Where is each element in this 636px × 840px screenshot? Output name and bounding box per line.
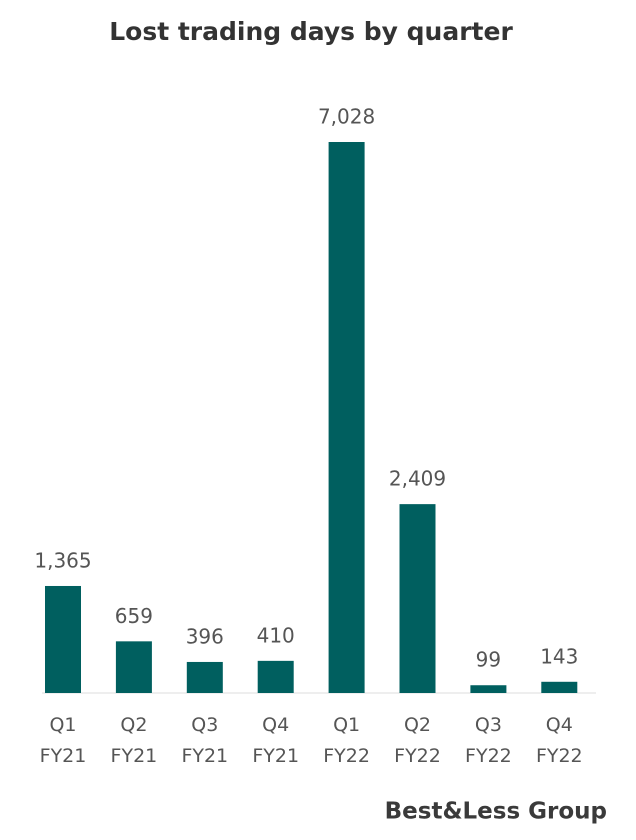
value-label: 659: [115, 604, 153, 628]
bar: [541, 681, 578, 693]
value-label: 396: [186, 624, 224, 648]
value-label: 1,365: [34, 548, 91, 572]
x-tick-label: Q4 FY22: [535, 714, 583, 767]
bar: [399, 504, 436, 693]
x-tick-label: Q2 FY21: [110, 714, 158, 767]
bar: [328, 142, 365, 693]
value-label: 410: [257, 623, 295, 647]
x-tick-label: Q3 FY21: [181, 714, 229, 767]
x-tick-label: Q1 FY22: [323, 714, 370, 767]
value-label: 7,028: [318, 105, 375, 129]
source-logo: Best&Less Group: [385, 799, 607, 825]
value-label: 2,409: [389, 467, 446, 491]
bar: [45, 585, 81, 693]
x-tick-label: Q4 FY21: [252, 714, 300, 767]
value-label: 143: [540, 644, 578, 668]
bar: [115, 641, 152, 693]
chart-title: Lost trading days by quarter: [109, 17, 513, 46]
x-tick-label: Q3 FY22: [465, 714, 512, 767]
bar: [470, 685, 507, 693]
bar: [186, 661, 223, 693]
bar: [257, 660, 294, 693]
value-label: 99: [476, 648, 501, 672]
x-tick-label: Q2 FY22: [394, 714, 441, 767]
x-tick-label: Q1 FY21: [39, 714, 87, 767]
